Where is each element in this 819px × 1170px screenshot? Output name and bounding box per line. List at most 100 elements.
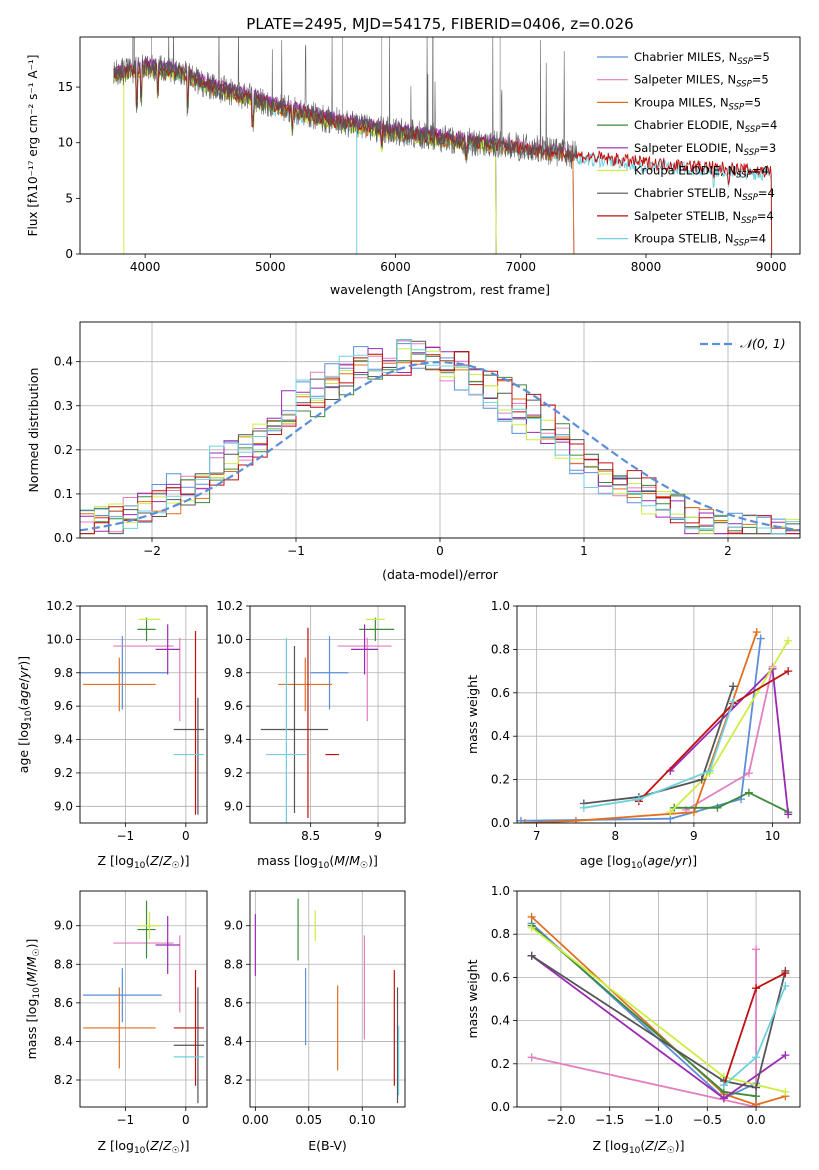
y-tick-label: 9.6 [54,699,73,713]
y-tick-label: 10.2 [46,599,73,613]
kroupa_miles-weight-point [752,628,761,637]
legend-entry-normal: 𝒩(0, 1) [740,336,786,351]
chabrier_miles-weight-line [520,638,762,822]
y-tick-label: 9.0 [54,799,73,813]
salpeter_miles-weight-point [744,769,753,778]
y-tick-label: 10.2 [216,599,243,613]
kroupa_miles-weight-point [571,816,580,823]
x-axis-label: age [log10(age/yr)] [580,853,697,871]
mass_vs_ebv-plot [254,898,400,1104]
spectrum-plot [113,37,773,254]
x-tick-label: −2 [143,544,161,558]
x-tick-label: 8.5 [301,829,320,843]
weight_vs_Z-plot [527,912,790,1107]
y-tick-label: 8.6 [224,996,243,1010]
y-tick-label: 8.8 [54,957,73,971]
age_vs_mass-axes: 8.5 9 9.0 9.2 9.4 9.6 9.8 10.0 10.2 [216,599,405,843]
x-tick-label: 9 [690,829,698,843]
age_vs_mass-plot [260,617,395,823]
x-tick-label: −0.5 [693,1113,722,1127]
salpeter_stelib-weight-line [723,972,786,1086]
age_vs_Z-frame [79,605,208,824]
salpeter_miles-model-line [113,57,575,254]
chabrier_miles-weight-point [517,816,525,823]
y-axis-label: age [log10(age/yr)] [16,656,34,773]
legend-entry: Chabrier STELIB, NSSP=4 [634,186,775,203]
kroupa_stelib-residual-histogram [80,339,800,535]
y-tick-label: 0.6 [491,970,510,984]
kroupa_stelib-weight-line [723,985,787,1087]
kroupa_miles-weight-point [527,912,536,921]
kroupa_miles-model-line [113,62,575,254]
spectrum-frame [79,36,801,255]
y-tick-label: 9.0 [224,919,243,933]
normal-distribution-curve [80,360,800,532]
x-tick-label: −1.5 [595,1113,624,1127]
y-tick-label: 0.4 [54,355,73,369]
y-tick-label: 15 [58,80,73,94]
x-tick-label: 7 [533,829,541,843]
y-tick-label: 0.0 [54,531,73,545]
figure-title: PLATE=2495, MJD=54175, FIBERID=0406, z=0… [246,15,633,33]
salpeter_elodie-weight-point [719,1094,728,1103]
salpeter_stelib-model-line [113,59,773,254]
y-tick-label: 0.2 [54,443,73,457]
x-tick-label: 0 [182,1113,190,1127]
x-axis-label: E(B-V) [308,1138,347,1153]
x-tick-label: 6000 [380,260,411,274]
kroupa_elodie-weight-point [781,1087,790,1096]
chabrier_stelib-weight-point [729,682,738,691]
y-axis-label: mass weight [465,675,480,754]
salpeter_stelib-weight-point [752,984,761,993]
kroupa_stelib-weight-point [729,697,738,706]
chabrier_elodie-weight-point [744,788,753,797]
chabrier_elodie-weight-line [674,791,789,813]
y-tick-label: 9.4 [54,733,73,747]
kroupa_miles-weight-line [524,631,758,823]
y-tick-label: 0.0 [491,816,510,830]
y-axis-label: Flux [fλ10⁻¹⁷ erg cm⁻² s⁻¹ A⁻¹] [26,55,40,237]
kroupa_elodie-residual-histogram [80,348,800,535]
x-tick-label: 4000 [130,260,161,274]
x-tick-label: 8 [611,829,619,843]
residuals-plot [80,339,800,535]
legend-entry: Chabrier ELODIE, NSSP=4 [634,118,777,135]
x-axis-label: mass [log10(M/M☉)] [257,853,378,871]
legend-entry: Kroupa MILES, NSSP=5 [634,95,761,112]
x-tick-label: 10 [765,829,780,843]
weight_vs_age-frame [516,605,801,824]
y-tick-label: 10 [58,136,73,150]
x-tick-label: 7000 [505,260,536,274]
weight_vs_age-axes: 7 8 9 10 0.0 0.2 0.4 0.6 0.8 1.0 [491,599,800,843]
kroupa_stelib-weight-point [781,982,790,991]
chabrier_miles-model-line [113,61,575,254]
y-tick-label: 0.1 [54,487,73,501]
kroupa_elodie-weight-point [666,808,675,817]
x-tick-label: 9 [374,829,382,843]
kroupa_stelib-weight-point [752,1053,761,1062]
salpeter_miles-weight-point [527,1053,536,1062]
x-tick-label: −1 [287,544,305,558]
y-tick-label: 8.2 [54,1073,73,1087]
x-tick-label: 8000 [631,260,662,274]
weight_vs_Z-axes: −2.0 −1.5 −1.0 −0.5 0.0 0.0 0.2 0.4 0.6 0.8 1.0 [491,884,800,1127]
legend-entry: Salpeter MILES, NSSP=5 [634,73,769,90]
legend-entry: Salpeter STELIB, NSSP=4 [634,209,774,226]
mass_vs_Z-frame [79,890,208,1108]
x-axis-label: wavelength [Angstrom, rest frame] [330,282,550,297]
y-tick-label: 5 [65,191,73,205]
mass_vs_Z-plot [83,900,204,1104]
legend-entry: Salpeter ELODIE, NSSP=3 [634,141,776,158]
age_vs_mass-frame [249,605,406,824]
chabrier_miles-weight-point [756,634,765,643]
chabrier_elodie-weight-line [531,924,757,1098]
x-tick-label: −1 [117,1113,135,1127]
y-tick-label: 1.0 [491,599,510,613]
y-axis-label: mass [log10(M/M☉)] [24,939,42,1060]
residuals-frame [79,321,801,539]
salpeter_elodie-weight-point [781,1051,790,1060]
x-tick-label: 1 [580,544,588,558]
y-tick-label: 9.8 [224,666,243,680]
salpeter_miles-weight-line [531,949,757,1107]
observed-spectrum-line [113,37,578,169]
